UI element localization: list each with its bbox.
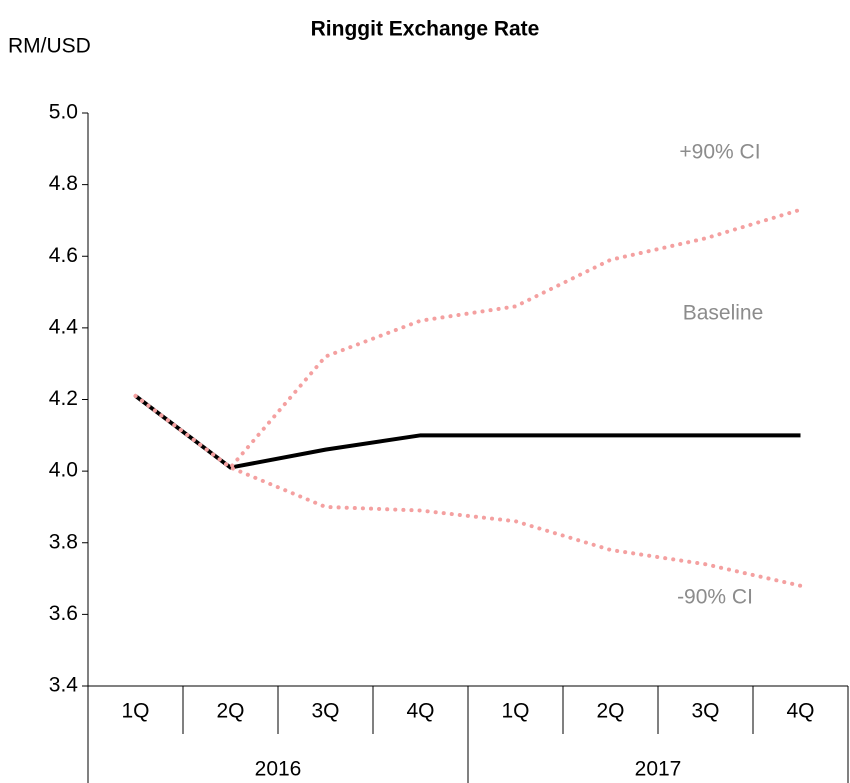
series-line [133,207,803,471]
x-tick-label: 2Q [596,700,624,723]
y-tick-label: 5.0 [49,101,78,124]
y-tick-label: 4.6 [49,244,78,267]
x-group-label: 2016 [255,758,302,781]
y-tick-label: 3.6 [49,602,78,625]
x-tick-label: 2Q [216,700,244,723]
chart-title: Ringgit Exchange Rate [311,18,540,41]
series-annotation: -90% CI [677,586,753,609]
y-tick-label: 3.4 [49,674,79,697]
y-tick-label: 3.8 [49,530,78,553]
x-tick-label: 3Q [691,700,719,723]
x-tick-label: 1Q [121,700,149,723]
series-line [133,393,803,588]
x-tick-label: 4Q [406,700,434,723]
y-tick-label: 4.2 [49,387,78,410]
x-tick-label: 1Q [501,700,529,723]
x-group-label: 2017 [635,758,682,781]
series-line [134,394,801,470]
x-tick-label: 3Q [311,700,339,723]
y-tick-label: 4.8 [49,172,78,195]
y-axis-label: RM/USD [8,35,91,58]
series-annotation: Baseline [683,302,764,325]
series-annotation: +90% CI [679,141,760,164]
y-tick-label: 4.4 [49,315,79,338]
y-tick-label: 4.0 [49,459,78,482]
x-tick-label: 4Q [786,700,814,723]
